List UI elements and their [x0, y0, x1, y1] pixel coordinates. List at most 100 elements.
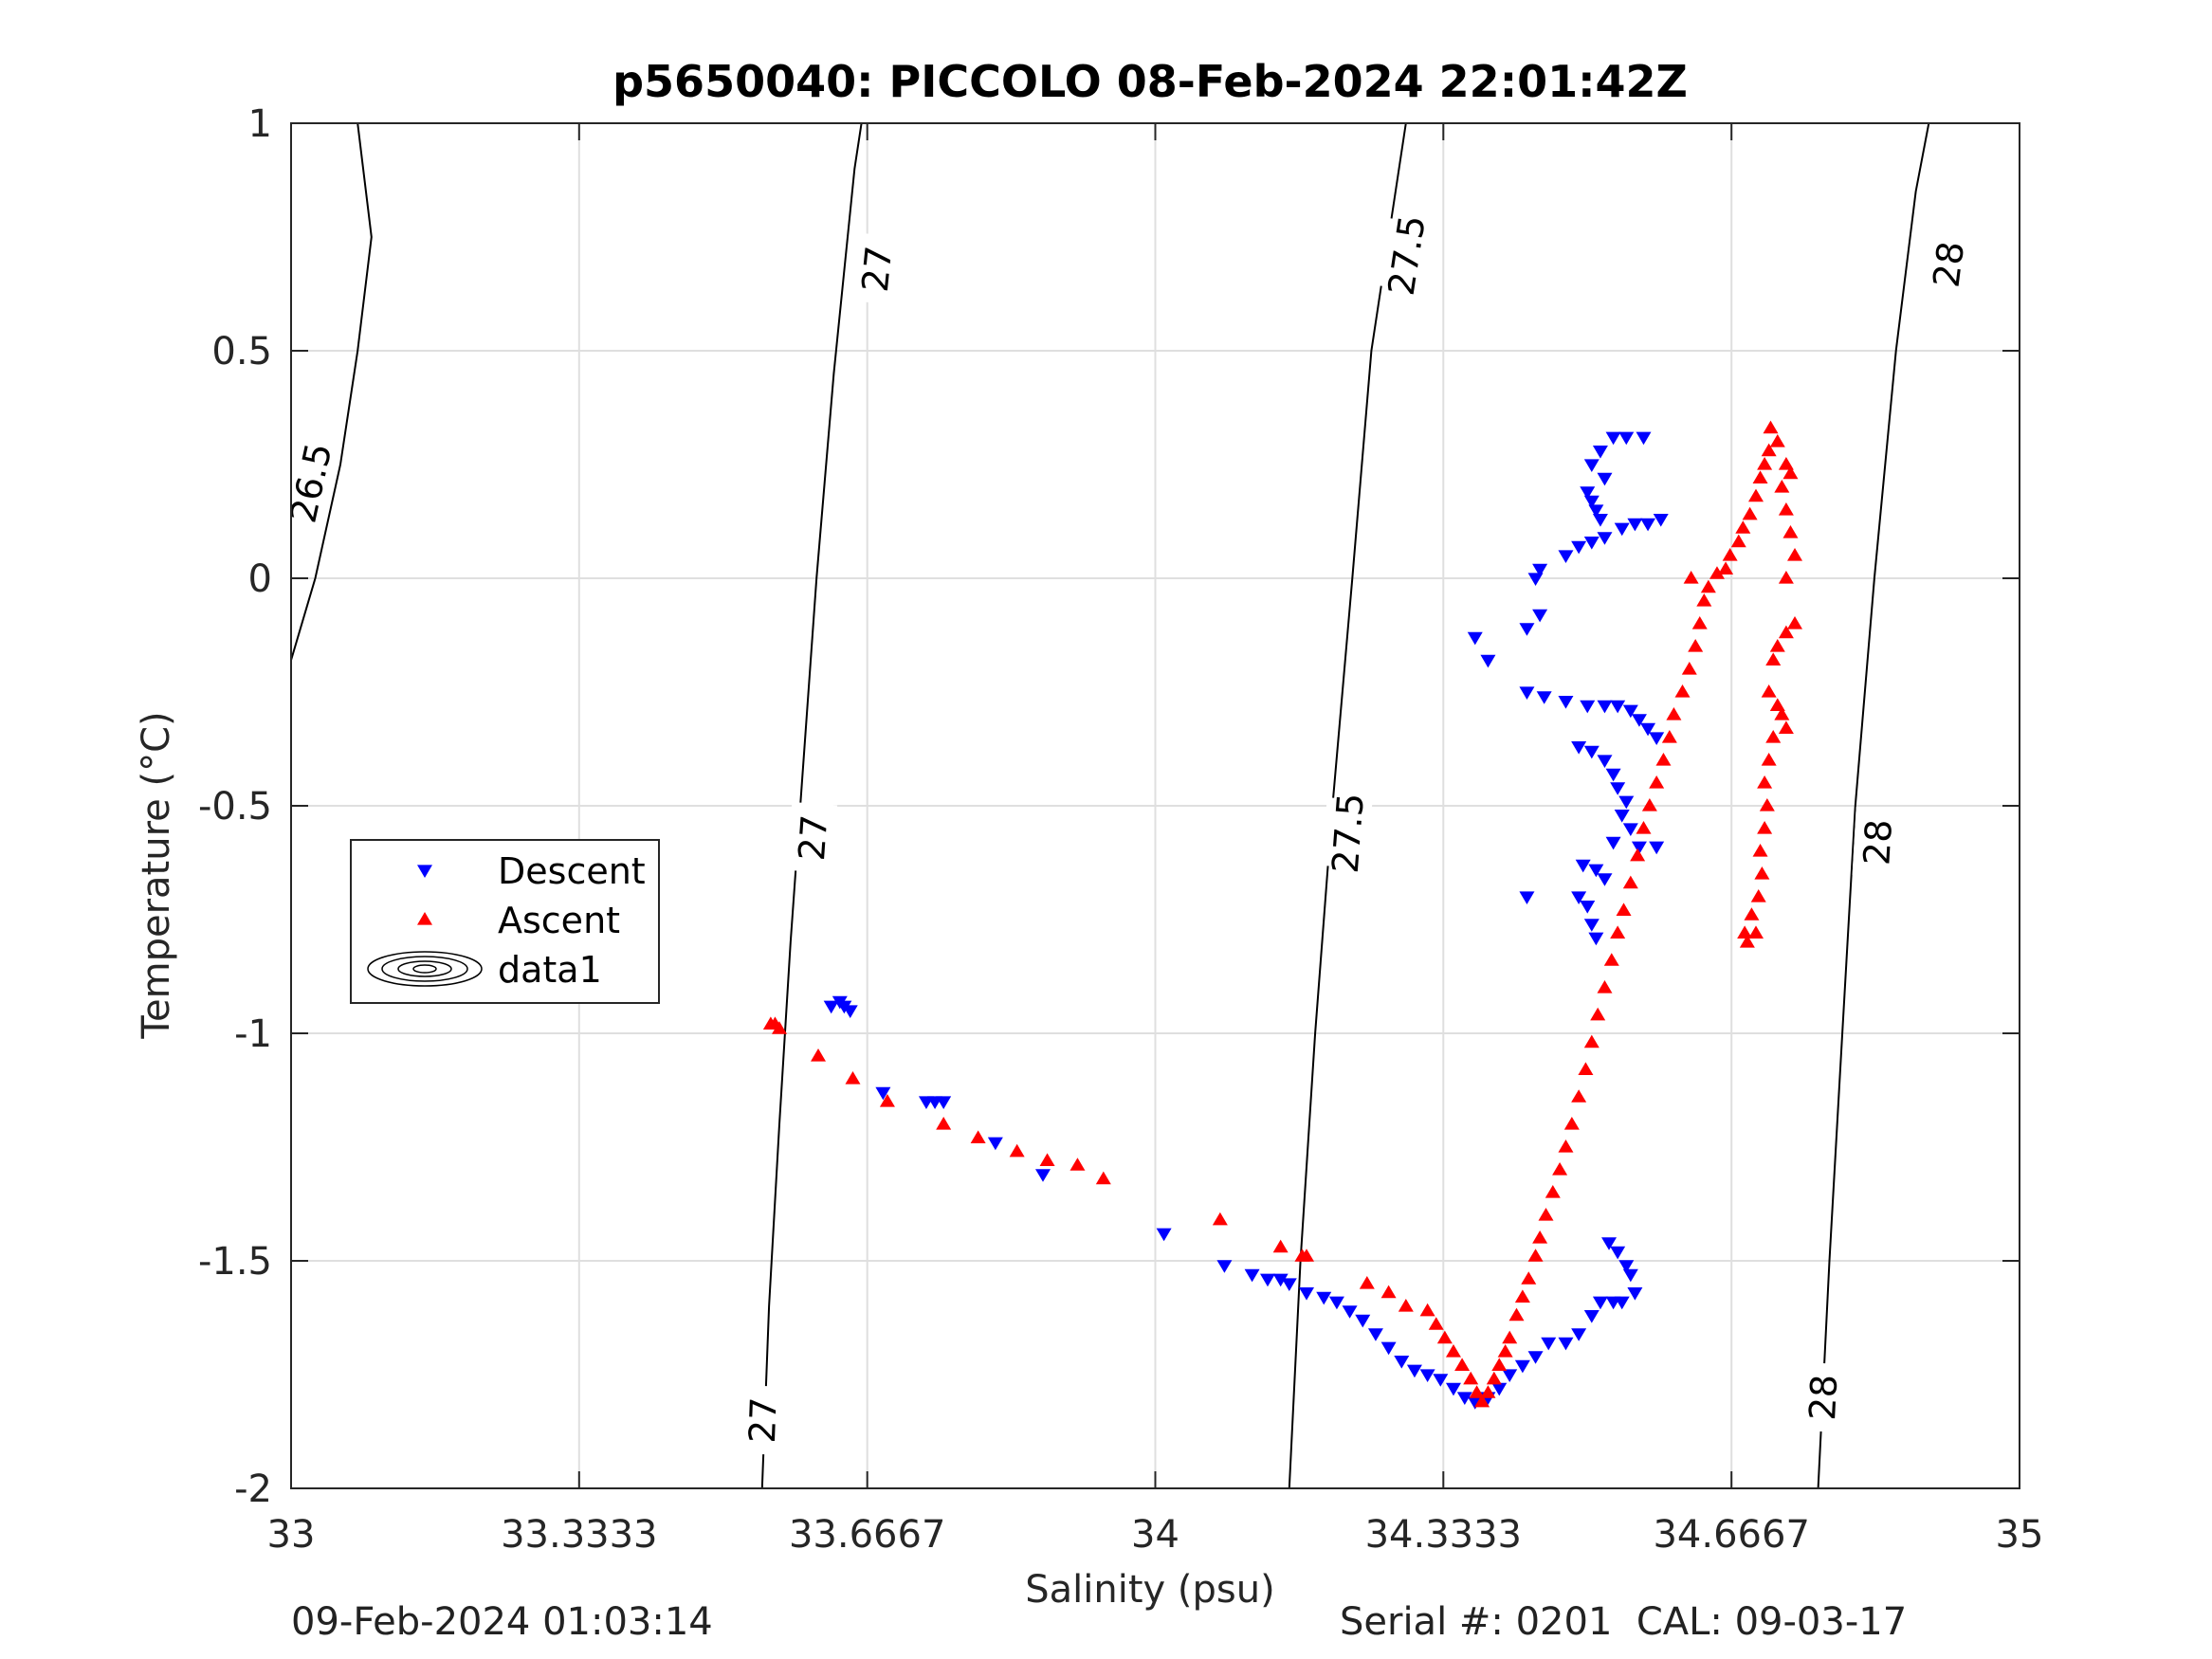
descent-point	[987, 1137, 1003, 1151]
y-axis-label: Temperature (°C)	[135, 711, 178, 1039]
descent-point	[1653, 514, 1669, 527]
descent-point	[1394, 1356, 1410, 1369]
descent-point	[1519, 891, 1535, 904]
ascent-point	[1722, 548, 1738, 561]
descent-point	[1622, 823, 1638, 836]
ascent-point	[1757, 775, 1773, 789]
descent-point	[1601, 1237, 1618, 1250]
ascent-point	[1752, 844, 1768, 857]
footer-timestamp: 09-Feb-2024 01:03:14	[291, 1600, 713, 1644]
ascent-point	[1486, 1371, 1502, 1385]
descent-point	[1541, 1337, 1557, 1351]
descent-point	[1636, 431, 1652, 446]
ascent-point	[1774, 707, 1790, 720]
descent-point	[1316, 1291, 1332, 1305]
descent-point	[1605, 768, 1621, 782]
descent-point	[1622, 1268, 1638, 1283]
ascent-point	[1398, 1299, 1414, 1312]
descent-point	[1583, 919, 1600, 932]
ascent-point	[1778, 571, 1794, 584]
y-tick-label: -2	[234, 1468, 272, 1511]
descent-point	[1583, 745, 1600, 759]
descent-point	[1583, 1310, 1600, 1323]
ascent-point	[1778, 502, 1794, 516]
legend-contour-icon	[412, 964, 437, 974]
ascent-point	[1787, 616, 1803, 629]
descent-point	[1355, 1314, 1371, 1328]
x-tick-label: 33	[267, 1513, 316, 1557]
ascent-point	[1782, 525, 1799, 538]
ascent-point	[1752, 470, 1768, 483]
x-tick-label: 33.3333	[501, 1513, 657, 1557]
legend-label-descent: Descent	[498, 850, 646, 892]
y-tick-label: 1	[248, 102, 272, 146]
descent-point	[1299, 1287, 1315, 1301]
contour-label-bg	[1852, 807, 1902, 878]
ascent-point	[1597, 980, 1613, 994]
descent-point	[1627, 1287, 1643, 1301]
ascent-point	[767, 1016, 783, 1030]
ascent-point	[1428, 1317, 1444, 1330]
descent-point	[1649, 841, 1665, 855]
y-tick-label: -1	[234, 1012, 272, 1056]
x-tick-label: 34.3333	[1365, 1513, 1522, 1557]
descent-point	[1597, 532, 1613, 545]
legend-contour-icon	[397, 960, 452, 977]
ascent-point	[1765, 652, 1782, 665]
ascent-point	[1761, 753, 1777, 766]
ascent-point	[1761, 443, 1777, 457]
descent-point	[1035, 1169, 1051, 1182]
descent-point	[1597, 472, 1613, 486]
ascent-point	[1765, 730, 1782, 743]
descent-point	[1580, 901, 1596, 914]
ascent-point	[1491, 1358, 1508, 1371]
descent-point	[1571, 891, 1587, 904]
ascent-point	[1744, 907, 1760, 921]
ascent-point	[1359, 1276, 1375, 1289]
ascent-point	[1571, 1089, 1587, 1103]
descent-point	[1580, 700, 1596, 714]
descent-point	[1259, 1273, 1275, 1287]
ascent-point	[1630, 848, 1646, 862]
ascent-point	[1636, 821, 1652, 834]
ascent-point	[1527, 1249, 1544, 1262]
descent-point	[1631, 841, 1647, 855]
x-tick-label: 34.6667	[1653, 1513, 1809, 1557]
ascent-point	[1742, 506, 1758, 520]
contour-label-27: 27	[854, 244, 901, 294]
ascent-point	[1095, 1171, 1111, 1185]
ascent-point	[1782, 465, 1799, 480]
descent-point	[1571, 1328, 1587, 1341]
ascent-point	[1747, 925, 1764, 939]
descent-point	[1627, 518, 1643, 532]
ascent-point	[1558, 1139, 1574, 1153]
descent-point	[1419, 1369, 1435, 1382]
ascent-point	[1661, 730, 1677, 743]
ascent-point	[879, 1094, 895, 1107]
descent-point	[1328, 1296, 1344, 1310]
ascent-point	[1212, 1212, 1228, 1226]
ascent-point	[1761, 684, 1777, 698]
x-tick-label: 33.6667	[789, 1513, 945, 1557]
contour-label-bg	[1322, 797, 1373, 869]
ascent-point	[1778, 625, 1794, 639]
descent-point	[1610, 782, 1626, 795]
descent-point	[1536, 691, 1552, 704]
descent-point	[1618, 795, 1635, 810]
legend-label-data1: data1	[498, 949, 602, 991]
legend-contour-icon	[381, 956, 468, 982]
descent-point	[842, 1005, 858, 1018]
descent-point	[1514, 1359, 1530, 1374]
ascent-point	[1508, 1307, 1525, 1322]
ascent-point	[1769, 698, 1785, 711]
descent-point	[1272, 1273, 1289, 1287]
descent-point	[1622, 704, 1638, 719]
descent-point	[1583, 459, 1600, 472]
ascent-point	[1763, 420, 1779, 434]
descent-point	[1502, 1369, 1518, 1382]
contour-label-bg	[1921, 228, 1975, 301]
descent-point	[1216, 1260, 1233, 1273]
ascent-point	[1419, 1303, 1435, 1317]
descent-point	[1610, 700, 1626, 714]
